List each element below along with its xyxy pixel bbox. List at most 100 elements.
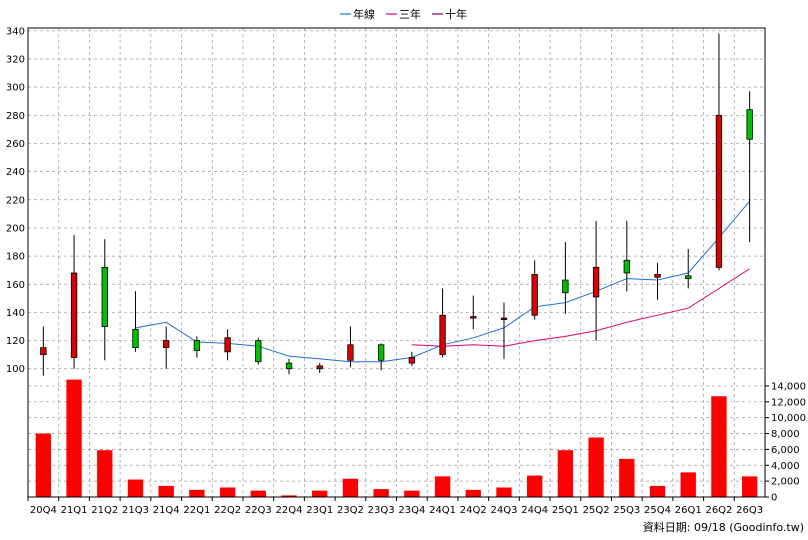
x-axis-tick-label: 22Q2 bbox=[214, 505, 241, 516]
price-axis-tick-label: 240 bbox=[6, 167, 25, 178]
volume-axis-tick-label: 12,000 bbox=[771, 397, 806, 408]
candle-body bbox=[193, 340, 201, 351]
volume-axis-tick-label: 4,000 bbox=[771, 461, 800, 472]
x-axis-tick-label: 22Q3 bbox=[245, 505, 272, 516]
volume-bar bbox=[649, 485, 666, 497]
candle-body bbox=[163, 340, 170, 349]
price-axis-tick-label: 160 bbox=[6, 280, 25, 291]
x-axis-tick-label: 24Q3 bbox=[490, 505, 517, 516]
candle-body bbox=[685, 275, 692, 280]
volume-axis-tick-label: 8,000 bbox=[771, 429, 800, 440]
x-axis-tick-label: 24Q1 bbox=[429, 505, 456, 516]
volume-bar bbox=[527, 475, 543, 497]
candle-body bbox=[255, 340, 262, 363]
candle-body bbox=[623, 259, 630, 274]
axes: 100 120 140 160 180 200 220 240 260 280 300 320 340 0… bbox=[6, 26, 806, 516]
x-axis-tick-label: 23Q1 bbox=[306, 505, 333, 516]
candle-body bbox=[715, 114, 723, 268]
volume-bar bbox=[342, 478, 359, 497]
x-axis-tick-label: 23Q4 bbox=[398, 505, 425, 516]
candle-body bbox=[285, 362, 293, 370]
volume-bar bbox=[434, 476, 451, 497]
volume-bar bbox=[250, 490, 266, 497]
candle-body bbox=[562, 279, 569, 294]
x-axis-tick-label: 21Q2 bbox=[91, 505, 118, 516]
volume-axis-tick-label: 2,000 bbox=[771, 477, 800, 488]
price-axis-tick-label: 340 bbox=[6, 26, 25, 37]
candle-body bbox=[592, 266, 600, 298]
x-axis-tick-label: 26Q2 bbox=[705, 505, 732, 516]
volume-bar bbox=[588, 437, 604, 497]
x-axis-tick-label: 25Q1 bbox=[552, 505, 579, 516]
price-axis-tick-label: 180 bbox=[6, 252, 25, 263]
candle-body bbox=[439, 314, 446, 356]
x-axis-tick-label: 21Q1 bbox=[61, 505, 88, 516]
price-axis-tick-label: 200 bbox=[6, 223, 25, 234]
candle-body bbox=[470, 316, 477, 319]
volume-bar bbox=[465, 489, 481, 497]
volume-bar bbox=[741, 476, 758, 497]
legend-label: 年線 bbox=[353, 7, 375, 21]
volume-bar bbox=[557, 450, 574, 497]
volume-axis-tick-label: 14,000 bbox=[771, 381, 806, 392]
x-axis-tick-label: 26Q1 bbox=[675, 505, 702, 516]
candle-body bbox=[224, 337, 231, 353]
candle-body bbox=[101, 266, 108, 327]
volume-axis-tick-label: 10,000 bbox=[771, 413, 806, 424]
volume-bar bbox=[619, 458, 635, 497]
volume-axis-tick-label: 0 bbox=[771, 493, 777, 504]
volume-bar bbox=[404, 490, 420, 497]
volume-bar bbox=[127, 479, 144, 497]
x-axis-tick-label: 22Q4 bbox=[276, 505, 303, 516]
volume-bar bbox=[35, 433, 52, 497]
price-axis-tick-label: 220 bbox=[6, 195, 25, 206]
candle-body bbox=[500, 317, 508, 320]
price-axis-tick-label: 280 bbox=[6, 111, 25, 122]
candle-body bbox=[70, 272, 78, 358]
volume-bar bbox=[496, 487, 512, 497]
x-axis-tick-label: 20Q4 bbox=[30, 505, 57, 516]
volume-bar bbox=[711, 396, 727, 497]
x-axis-tick-label: 21Q4 bbox=[153, 505, 180, 516]
volume-bar bbox=[373, 489, 389, 497]
price-axis-tick-label: 140 bbox=[6, 308, 25, 319]
grid-lines bbox=[27, 28, 766, 498]
candle-body bbox=[377, 344, 385, 361]
ma-line-2 bbox=[411, 268, 750, 347]
x-axis-tick-label: 23Q2 bbox=[337, 505, 364, 516]
x-axis-tick-label: 25Q3 bbox=[613, 505, 640, 516]
volume-bar bbox=[281, 495, 297, 497]
candle-body bbox=[408, 357, 416, 364]
price-axis-tick-label: 320 bbox=[6, 54, 25, 65]
x-axis-tick-label: 24Q2 bbox=[460, 505, 487, 516]
data-date-footer: 資料日期: 09/18 (Goodinfo.tw) bbox=[643, 520, 804, 534]
candle-body bbox=[531, 273, 538, 316]
price-candles bbox=[40, 33, 753, 376]
legend-label: 十年 bbox=[445, 7, 467, 21]
volume-bar bbox=[219, 487, 236, 497]
candle-body bbox=[746, 109, 753, 140]
x-axis-tick-label: 21Q3 bbox=[122, 505, 149, 516]
x-axis-tick-label: 23Q3 bbox=[368, 505, 395, 516]
price-axis-tick-label: 300 bbox=[6, 83, 25, 94]
candle-body bbox=[40, 347, 47, 356]
x-axis-tick-label: 26Q3 bbox=[736, 505, 763, 516]
volume-bar bbox=[189, 489, 205, 497]
x-axis-tick-label: 25Q4 bbox=[644, 505, 671, 516]
x-axis-tick-label: 24Q4 bbox=[521, 505, 548, 516]
candle-body bbox=[654, 273, 661, 278]
volume-bars bbox=[35, 379, 758, 497]
legend: 年線 三年 十年 bbox=[340, 7, 467, 21]
x-axis-tick-label: 22Q1 bbox=[183, 505, 210, 516]
volume-bar bbox=[312, 490, 328, 497]
candle-body bbox=[347, 344, 354, 361]
price-axis-tick-label: 120 bbox=[6, 336, 25, 347]
volume-bar bbox=[680, 472, 696, 497]
volume-axis-tick-label: 6,000 bbox=[771, 445, 800, 456]
volume-bar bbox=[97, 450, 113, 497]
volume-bar bbox=[66, 379, 82, 497]
legend-label: 三年 bbox=[399, 7, 421, 21]
price-axis-tick-label: 260 bbox=[6, 139, 25, 150]
